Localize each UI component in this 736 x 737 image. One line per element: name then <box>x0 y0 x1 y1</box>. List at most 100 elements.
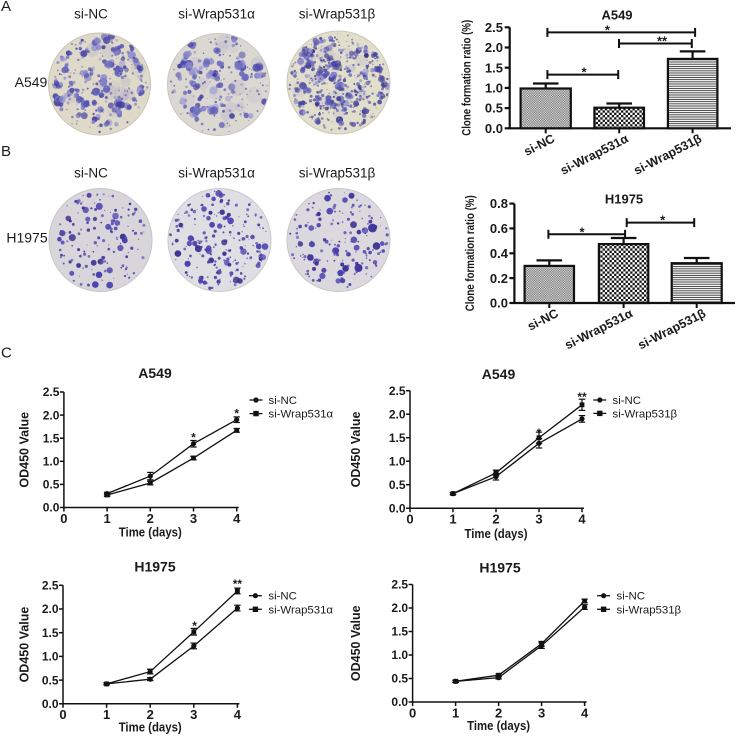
svg-text:1.5: 1.5 <box>42 626 59 640</box>
svg-text:0.2: 0.2 <box>490 271 508 286</box>
svg-text:*: * <box>234 407 239 421</box>
svg-text:Time (days): Time (days) <box>467 719 530 733</box>
svg-text:1.0: 1.0 <box>391 648 408 662</box>
svg-text:*: * <box>192 619 197 633</box>
svg-text:0.0: 0.0 <box>42 697 59 711</box>
svg-text:OD450 Value: OD450 Value <box>17 412 31 488</box>
svg-text:0: 0 <box>60 511 67 526</box>
svg-text:si-NC: si-NC <box>617 591 645 603</box>
svg-text:0: 0 <box>59 707 66 722</box>
svg-text:*: * <box>581 65 587 80</box>
svg-text:4: 4 <box>233 511 241 526</box>
svg-text:2.0: 2.0 <box>485 40 503 55</box>
svg-text:0.5: 0.5 <box>389 478 406 492</box>
svg-text:H1975: H1975 <box>605 192 643 207</box>
svg-text:A549: A549 <box>138 365 172 381</box>
svg-text:Time (days): Time (days) <box>119 526 182 540</box>
svg-text:si-Wrap531α: si-Wrap531α <box>178 166 255 181</box>
svg-text:3: 3 <box>190 511 197 526</box>
svg-text:*: * <box>191 431 196 445</box>
svg-text:2.5: 2.5 <box>42 579 59 593</box>
svg-text:A549: A549 <box>15 74 48 90</box>
svg-text:*: * <box>579 224 585 239</box>
svg-text:1.0: 1.0 <box>43 455 60 469</box>
svg-text:0.5: 0.5 <box>485 101 503 116</box>
svg-text:4: 4 <box>578 512 586 527</box>
svg-text:si-NC: si-NC <box>268 591 296 603</box>
svg-text:0.0: 0.0 <box>490 296 508 311</box>
svg-text:2: 2 <box>147 707 154 722</box>
svg-text:2.5: 2.5 <box>389 384 406 398</box>
svg-text:0.0: 0.0 <box>389 501 406 515</box>
svg-text:*: * <box>537 426 542 440</box>
svg-text:1.5: 1.5 <box>391 625 408 639</box>
svg-text:H1975: H1975 <box>479 560 520 576</box>
svg-text:si-Wrap531α: si-Wrap531α <box>269 409 334 421</box>
svg-text:0.0: 0.0 <box>391 695 408 709</box>
svg-text:1: 1 <box>449 512 456 527</box>
svg-text:3: 3 <box>535 512 542 527</box>
svg-text:OD450 Value: OD450 Value <box>349 412 363 488</box>
svg-text:1.5: 1.5 <box>485 60 503 75</box>
svg-text:H1975: H1975 <box>6 230 47 246</box>
svg-text:A549: A549 <box>601 7 632 22</box>
svg-text:si-Wrap531α: si-Wrap531α <box>268 604 333 616</box>
svg-text:si-Wrap531β: si-Wrap531β <box>299 166 376 181</box>
svg-text:si-Wrap531β: si-Wrap531β <box>613 408 678 420</box>
svg-text:2: 2 <box>495 705 502 720</box>
svg-text:si-NC: si-NC <box>269 395 297 407</box>
svg-text:2.0: 2.0 <box>43 408 60 422</box>
svg-text:A: A <box>1 0 11 15</box>
svg-text:si-Wrap531β: si-Wrap531β <box>299 7 376 22</box>
svg-text:1.0: 1.0 <box>42 650 59 664</box>
svg-text:si-Wrap531β: si-Wrap531β <box>617 604 682 616</box>
svg-text:si-NC: si-NC <box>74 166 108 181</box>
svg-text:Clone formation ratio (%): Clone formation ratio (%) <box>463 195 477 311</box>
svg-text:0.0: 0.0 <box>43 501 60 515</box>
svg-text:4: 4 <box>581 705 589 720</box>
svg-text:0.6: 0.6 <box>490 221 508 236</box>
svg-text:si-NC: si-NC <box>74 7 108 22</box>
svg-text:2.0: 2.0 <box>391 601 408 615</box>
svg-text:OD450 Value: OD450 Value <box>17 607 31 683</box>
svg-text:1: 1 <box>452 705 459 720</box>
svg-text:**: ** <box>577 390 587 404</box>
svg-text:3: 3 <box>538 705 545 720</box>
svg-text:**: ** <box>233 577 243 591</box>
svg-text:Time (days): Time (days) <box>119 720 182 734</box>
svg-text:2.5: 2.5 <box>485 20 503 35</box>
svg-text:si-NC: si-NC <box>613 395 641 407</box>
svg-text:0: 0 <box>409 705 416 720</box>
svg-text:0.5: 0.5 <box>43 478 60 492</box>
svg-text:2: 2 <box>147 511 154 526</box>
svg-text:2.5: 2.5 <box>391 578 408 592</box>
svg-text:0.5: 0.5 <box>391 672 408 686</box>
svg-text:0: 0 <box>406 512 413 527</box>
svg-text:1: 1 <box>103 511 110 526</box>
svg-text:*: * <box>660 213 666 228</box>
svg-text:3: 3 <box>190 707 197 722</box>
svg-text:B: B <box>1 143 11 160</box>
svg-text:*: * <box>605 22 611 37</box>
svg-text:1: 1 <box>103 707 110 722</box>
svg-text:0.4: 0.4 <box>490 246 509 261</box>
svg-text:Clone formation ratio (%): Clone formation ratio (%) <box>460 20 474 136</box>
svg-text:Time (days): Time (days) <box>465 527 528 541</box>
svg-text:0.8: 0.8 <box>490 196 508 211</box>
svg-text:1.0: 1.0 <box>389 454 406 468</box>
svg-text:**: ** <box>657 34 668 49</box>
svg-text:2.0: 2.0 <box>389 407 406 421</box>
svg-text:1.0: 1.0 <box>485 81 503 96</box>
svg-text:1.5: 1.5 <box>389 431 406 445</box>
svg-text:2.5: 2.5 <box>43 385 60 399</box>
svg-text:0.5: 0.5 <box>42 673 59 687</box>
svg-text:C: C <box>1 345 12 362</box>
svg-text:2: 2 <box>492 512 499 527</box>
svg-text:2.0: 2.0 <box>42 602 59 616</box>
svg-text:H1975: H1975 <box>134 559 175 575</box>
svg-text:OD450 Value: OD450 Value <box>349 605 363 681</box>
svg-text:si-Wrap531α: si-Wrap531α <box>178 7 255 22</box>
svg-text:0.0: 0.0 <box>485 121 503 136</box>
svg-text:1.5: 1.5 <box>43 431 60 445</box>
svg-text:A549: A549 <box>482 366 516 382</box>
